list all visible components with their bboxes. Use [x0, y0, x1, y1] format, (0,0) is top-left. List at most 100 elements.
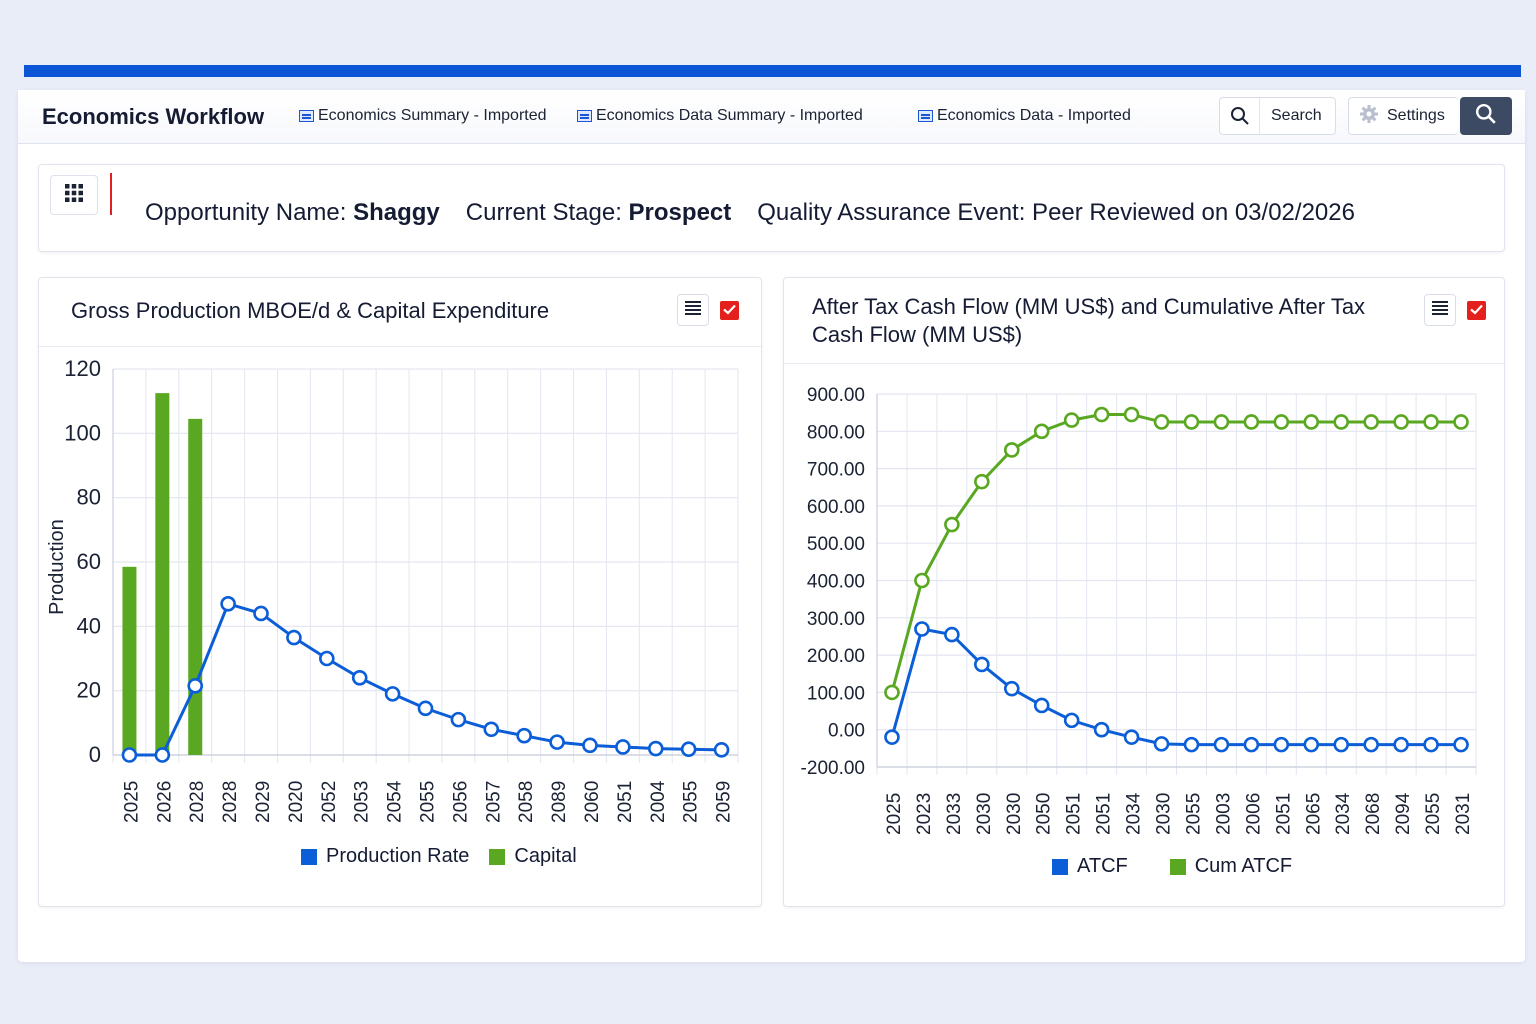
data-point [187, 678, 204, 694]
list-icon [1432, 300, 1448, 320]
data-point [220, 596, 236, 612]
y-tick-label: 120 [64, 356, 101, 381]
legend-label: ATCF [1077, 855, 1128, 877]
app-title: Economics Workflow [42, 104, 265, 129]
report-icon [918, 110, 933, 122]
x-tick-label: 2028 [220, 781, 241, 823]
stage-value: Prospect [628, 199, 732, 226]
y-tick-label: 80 [77, 485, 101, 510]
chart-menu-button[interactable] [677, 294, 709, 326]
x-tick-label: 2051 [615, 781, 636, 823]
x-tick-label: 2055 [418, 781, 439, 823]
y-axis-label: Production [46, 519, 68, 615]
chart-menu-button[interactable] [1424, 294, 1456, 326]
x-tick-label: 2028 [187, 781, 208, 823]
app-grid-button[interactable] [50, 175, 98, 215]
x-tick-label: 2004 [648, 780, 669, 823]
capital-bar [122, 566, 137, 755]
qa-event: Quality Assurance Event: Peer Reviewed o… [757, 199, 1355, 226]
opportunity-name: Shaggy [353, 199, 440, 226]
legend-label: Production Rate [326, 845, 470, 867]
chart-toggle-checkbox[interactable] [1467, 301, 1486, 320]
settings-label: Settings [1387, 107, 1445, 124]
accent-bar [24, 65, 1521, 77]
opportunity-label: Opportunity Name: [145, 199, 347, 226]
data-point [253, 605, 269, 622]
stage-label: Current Stage: [465, 199, 622, 226]
legend-swatch [301, 848, 317, 865]
cashflow-chart-legend: ATCF Cum ATCF [1052, 855, 1292, 878]
legend-item-atcf[interactable]: ATCF [1052, 855, 1128, 878]
data-point [615, 739, 631, 755]
data-point [483, 721, 500, 738]
report-icon [299, 110, 314, 122]
report-icon [577, 110, 592, 122]
data-point [582, 737, 598, 754]
chart-title: After Tax Cash Flow (MM US$) and Cumulat… [812, 294, 1366, 347]
card-header: Gross Production MBOE/d & Capital Expend… [39, 278, 761, 347]
settings-button[interactable]: Settings [1348, 97, 1458, 135]
legend-swatch [1052, 858, 1068, 875]
search-button[interactable]: Search [1219, 97, 1336, 135]
search-icon [1220, 98, 1260, 134]
nav-label: Economics Summary - Imported [318, 107, 547, 124]
nav-economics-data[interactable]: Economics Data - Imported [918, 107, 1131, 125]
x-tick-label: 2057 [483, 781, 504, 823]
nav-label: Economics Data - Imported [937, 107, 1131, 124]
x-tick-label: 2025 [121, 781, 142, 823]
data-point [417, 700, 434, 717]
x-tick-label: 2058 [516, 781, 537, 823]
search-icon [1475, 103, 1497, 130]
y-tick-label: 40 [77, 613, 101, 638]
data-point [516, 727, 532, 744]
data-point [286, 629, 302, 646]
chart-title: Gross Production MBOE/d & Capital Expend… [71, 298, 550, 323]
legend-item-cum-atcf[interactable]: Cum ATCF [1169, 855, 1293, 878]
x-tick-label: 2059 [714, 781, 735, 823]
grid-icon [65, 183, 83, 207]
search-submit-button[interactable] [1460, 97, 1512, 135]
chart-toggle-checkbox[interactable] [720, 301, 739, 320]
nav-economics-data-summary[interactable]: Economics Data Summary - Imported [577, 107, 863, 125]
x-tick-label: 2026 [154, 781, 175, 823]
capital-bar [188, 418, 203, 755]
y-tick-label: 20 [77, 678, 101, 703]
x-tick-label: 2060 [582, 781, 603, 823]
x-tick-label: 2052 [319, 781, 340, 823]
legend-item-production-rate[interactable]: Production Rate [301, 845, 469, 868]
y-tick-label: 60 [77, 549, 101, 574]
x-tick-label: 2029 [253, 781, 274, 823]
y-tick-label: 100 [64, 420, 101, 445]
data-point [384, 686, 401, 702]
list-icon [685, 300, 701, 320]
x-tick-label: 2053 [352, 781, 373, 823]
check-icon [723, 302, 736, 320]
production-chart-legend: Production Rate Capital [301, 845, 577, 868]
divider [110, 173, 112, 215]
x-tick-label: 2055 [681, 781, 702, 823]
data-point [319, 650, 335, 667]
search-label: Search [1271, 107, 1322, 124]
opportunity-details: Opportunity Name: Shaggy Current Stage: P… [145, 199, 1355, 227]
check-icon [1470, 302, 1483, 320]
data-point [154, 747, 171, 763]
legend-label: Cum ATCF [1194, 855, 1293, 877]
data-point [121, 747, 138, 763]
nav-economics-summary[interactable]: Economics Summary - Imported [299, 107, 547, 125]
y-tick-label: 0 [89, 742, 101, 767]
gear-icon [1359, 104, 1379, 129]
header: Economics Workflow Economics Summary - I… [18, 90, 1525, 144]
legend-label: Capital [514, 845, 577, 867]
card-header: After Tax Cash Flow (MM US$) and Cumulat… [784, 278, 1504, 364]
data-point [647, 740, 664, 757]
legend-swatch [489, 848, 506, 865]
data-point [680, 741, 697, 758]
x-tick-label: 2054 [385, 780, 406, 823]
legend-item-capital[interactable]: Capital [489, 845, 577, 868]
data-point [450, 711, 467, 728]
data-point [713, 742, 730, 758]
nav-label: Economics Data Summary - Imported [596, 107, 863, 124]
data-point [549, 734, 565, 750]
x-tick-label: 2020 [286, 781, 307, 823]
